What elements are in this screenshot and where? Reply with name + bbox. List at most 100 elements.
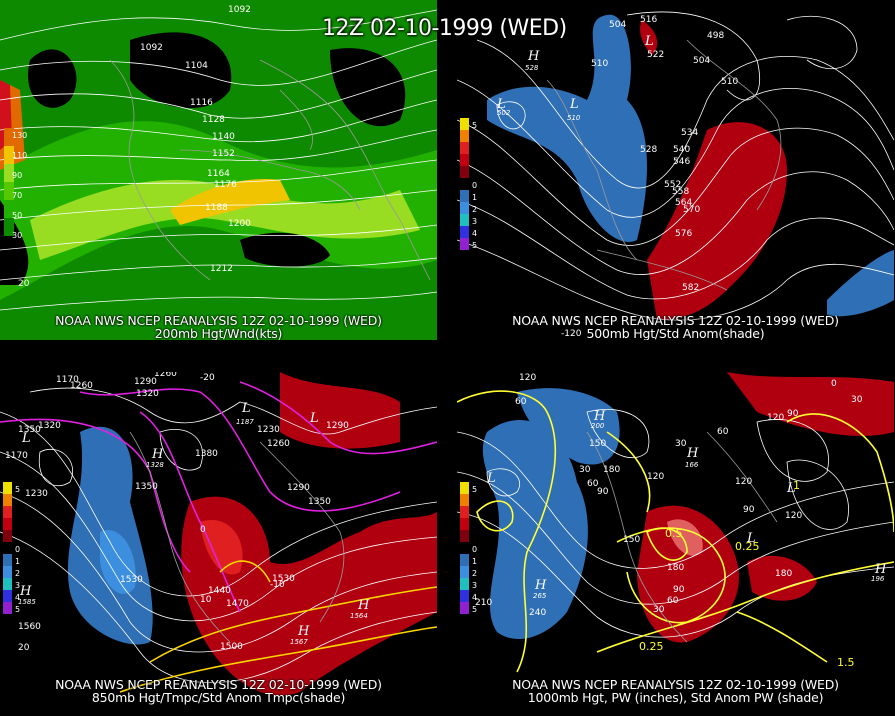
legend-label: 2 [472,569,477,578]
coastlines [129,431,345,643]
contour-label: 1320 [136,389,159,399]
pw-label: 0.25 [639,640,664,653]
contour-label: 498 [707,31,724,41]
legend-label: 70 [12,191,22,200]
positive-anomaly [747,555,817,601]
edge-label: -20 [200,373,215,383]
contour-label: 1200 [228,219,251,229]
map-200mb: 130 110 90 70 50 30 1092 1092 1104 1116 … [0,0,437,340]
low-value: 502 [497,109,511,117]
positive-anomaly [181,496,437,696]
negative-anomaly [482,420,588,640]
contour-label: 60 [667,596,679,606]
positive-anomaly [640,20,658,55]
contour-label: 1170 [5,451,28,461]
height-contours [0,387,437,684]
contour-label: 90 [743,505,755,515]
high-value: 200 [591,422,605,430]
high-center: H [19,584,32,599]
legend-label: 4 [472,229,477,238]
anomaly-legend: 5 0 1 2 3 4 5 [460,118,477,250]
high-center: H [686,446,699,461]
contour-label: 30 [851,395,863,405]
edge-label: 10 [200,595,212,605]
edge-label: 20 [18,643,30,653]
legend-label: 90 [12,171,22,180]
positive-anomaly [280,372,400,449]
contour-label: 180 [667,563,684,573]
pressure-centers: H 528 L 502 L 510 L [496,34,654,122]
legend-label: 5 [472,605,477,614]
contour-label: 1230 [25,489,48,499]
contour-labels: 120 60 150 30 180 60 90 120 60 30 120 90… [475,373,863,669]
contour-label: 510 [591,59,608,69]
legend-label: 4 [472,593,477,602]
panel-1000mb-map: 5 0 1 2 3 4 5 H 200 H 265 H 196 H 166 L … [457,372,894,712]
contour-label: 522 [647,50,664,60]
contour-label: 1152 [212,149,235,159]
wind-shade-lime [30,179,420,260]
high-center: H [874,562,887,577]
caption-line: NOAA NWS NCEP REANALYSIS 12Z 02-10-1999 … [512,313,839,328]
height-contours [0,9,437,311]
calm-area [130,32,232,109]
legend-label: 5 [472,485,477,494]
legend-label: 1 [15,557,20,566]
coastlines [109,59,431,281]
contour-label: 120 [519,373,536,383]
negative-anomaly [517,388,620,465]
contour-label: 150 [589,439,606,449]
legend-label: 2 [472,205,477,214]
legend-label: 1 [472,193,477,202]
wind-shade-yellow [170,179,290,225]
pw-label: 1.5 [837,656,855,669]
edge-label: 20 [18,279,30,289]
contour-labels: 1170 1260 1290 1320 1260 1350 1320 1380 … [5,372,349,653]
pw-label: 1 [793,479,800,492]
contour-label: 1170 [56,375,79,385]
high-value: 528 [525,64,539,72]
map-500mb: 5 0 1 2 3 4 5 H 528 L 502 L 510 L 504 51… [457,11,894,339]
contour-label: 120 [767,413,784,423]
positive-anomaly [200,520,243,575]
legend-label: 130 [12,131,27,140]
positive-anomaly [727,372,894,436]
panel-caption: NOAA NWS NCEP REANALYSIS 12Z 02-10-1999 … [457,314,894,340]
contour-labels: 1092 1092 1104 1116 1128 1140 1152 1164 … [18,5,251,289]
contour-label: 1440 [208,586,231,596]
panel-caption: NOAA NWS NCEP REANALYSIS 12Z 02-10-1999 … [0,314,437,340]
contour-label: 1176 [214,180,237,190]
low-center: L [241,401,251,416]
contour-label: 1290 [287,483,310,493]
high-center: H [357,598,370,613]
contour-label: 90 [597,487,609,497]
negative-anomaly [487,14,647,242]
contour-label: 240 [529,608,546,618]
legend-label: 30 [12,231,22,240]
anomaly-legend: 5 0 1 2 3 4 5 [460,482,477,614]
height-contours [457,409,894,638]
anomaly-legend: 5 0 1 2 3 4 5 [3,482,20,614]
legend-label: 1 [472,557,477,566]
map-850mb: 5 0 1 2 3 4 5 H 1585 H 1567 H 1564 H 132… [0,372,437,696]
high-value: 265 [533,592,547,600]
calm-area [240,232,330,267]
contour-label: 1212 [210,264,233,274]
panel-caption: NOAA NWS NCEP REANALYSIS 12Z 02-10-1999 … [457,678,894,704]
positive-anomaly [647,122,787,320]
positive-anomaly [637,505,739,643]
high-value: 1564 [350,612,368,620]
high-center: H [151,447,164,462]
contour-label: 30 [675,439,687,449]
pw-label: 0.25 [735,540,760,553]
low-center: L [486,471,496,486]
contour-label: 1128 [202,115,225,125]
height-contours [457,11,894,321]
panel-850mb-map: 5 0 1 2 3 4 5 H 1585 H 1567 H 1564 H 132… [0,372,437,712]
high-center: H [534,578,547,593]
contour-label: 1320 [38,421,61,431]
legend-label: 0 [472,181,477,190]
legend-label: 5 [15,485,20,494]
legend-label: 110 [12,151,27,160]
high-center: H [297,624,310,639]
